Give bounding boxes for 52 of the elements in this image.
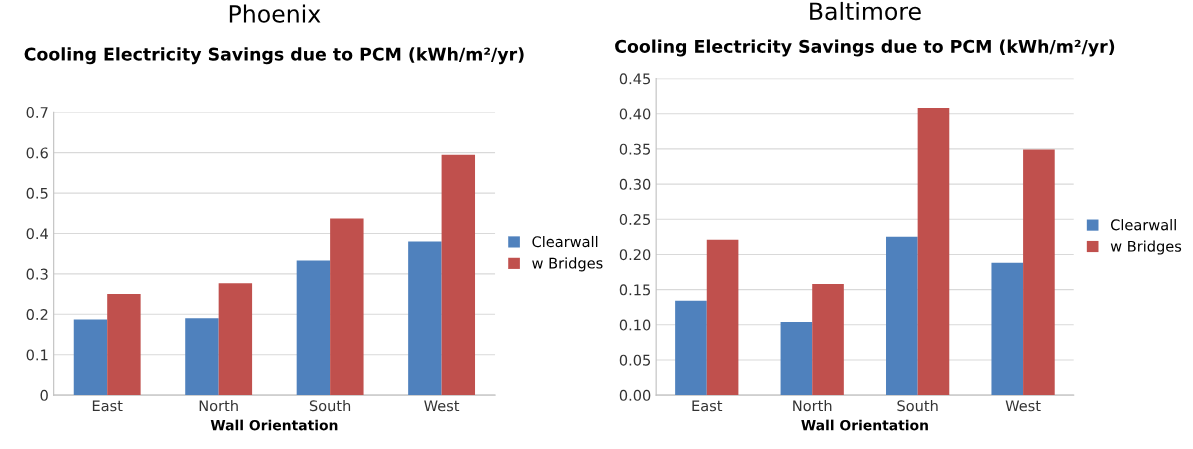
- legend-label: Clearwall: [532, 235, 598, 248]
- y-tick-label: 0.7: [26, 106, 48, 118]
- bar: [812, 283, 844, 396]
- y-tick-label: 0.2: [26, 309, 48, 321]
- chart-subtitle: Cooling Electricity Savings due to PCM (kWh/m²/yr): [24, 47, 524, 65]
- x-tick-label: South: [897, 399, 938, 412]
- y-tick-label: 0.5: [26, 187, 48, 199]
- bar: [107, 294, 141, 396]
- chart-title: Phoenix: [229, 4, 321, 23]
- y-tick-label: 0.30: [619, 178, 651, 190]
- legend-label: w Bridges: [532, 257, 603, 272]
- bar: [1023, 149, 1055, 396]
- y-tick-label: 0.45: [619, 73, 651, 85]
- bar: [296, 260, 331, 396]
- bar: [330, 218, 364, 396]
- chart-subtitle: Cooling Electricity Savings due to PCM (kWh/m²/yr): [615, 39, 1115, 57]
- x-tick-label: West: [424, 400, 460, 412]
- bar: [780, 321, 813, 396]
- x-tick-label: East: [92, 400, 123, 412]
- y-tick-label: 0.1: [26, 349, 48, 361]
- y-tick-label: 0.10: [619, 319, 651, 331]
- bar: [991, 262, 1024, 396]
- bar: [408, 241, 442, 396]
- x-tick-label: North: [199, 399, 238, 412]
- bar: [706, 239, 739, 396]
- bar: [675, 300, 707, 396]
- y-tick-label: 0.6: [26, 147, 48, 159]
- bar: [917, 108, 950, 396]
- x-axis-title: Wall Orientation: [801, 419, 928, 431]
- y-tick-label: 0.3: [26, 268, 48, 280]
- x-tick-label: West: [1005, 400, 1041, 412]
- y-tick-label: 0.00: [619, 389, 651, 401]
- y-tick-label: 0: [40, 389, 48, 401]
- chart-title: Baltimore: [810, 1, 921, 21]
- bar: [185, 318, 219, 396]
- bar: [886, 236, 918, 396]
- y-tick-label: 0.20: [619, 249, 651, 261]
- y-tick-label: 0.40: [619, 108, 651, 120]
- x-tick-label: North: [793, 399, 832, 412]
- bar: [73, 319, 108, 396]
- y-tick-label: 0.05: [619, 354, 651, 366]
- bar: [218, 283, 253, 396]
- x-tick-label: South: [309, 399, 351, 412]
- y-tick-label: 0.25: [619, 213, 651, 226]
- legend-label: w Bridges: [1110, 240, 1182, 255]
- bar: [441, 154, 476, 396]
- x-tick-label: East: [692, 400, 723, 412]
- y-tick-label: 0.35: [619, 143, 651, 155]
- x-axis-title: Wall Orientation: [210, 419, 338, 431]
- legend-label: Clearwall: [1110, 219, 1176, 231]
- y-tick-label: 0.15: [619, 284, 651, 296]
- y-tick-label: 0.4: [26, 228, 49, 240]
